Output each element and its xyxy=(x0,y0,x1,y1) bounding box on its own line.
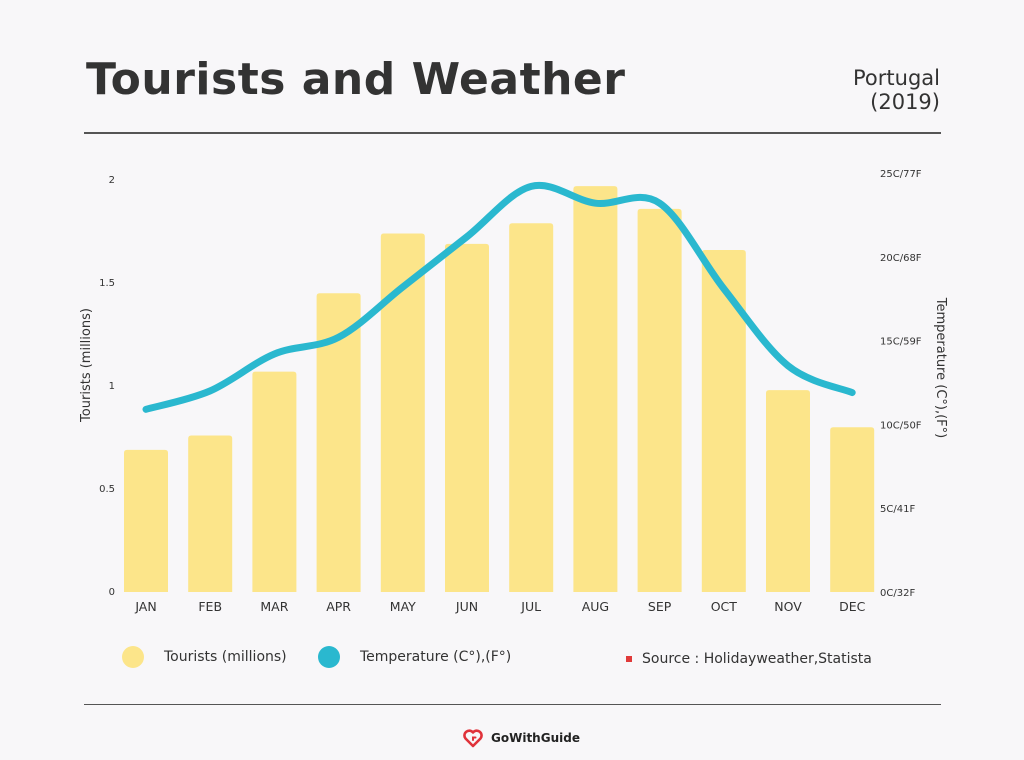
source-bullet-icon xyxy=(626,656,632,662)
temperature-swatch-icon xyxy=(318,646,340,668)
legend-item-tourists: Tourists (millions) xyxy=(122,646,287,668)
region-label: Portugal (2019) xyxy=(853,66,940,114)
brand-name: GoWithGuide xyxy=(491,731,580,745)
legend-label-tourists: Tourists (millions) xyxy=(164,649,287,665)
bar-aug xyxy=(573,186,618,592)
bar-jul xyxy=(509,223,554,592)
bottom-divider xyxy=(84,704,941,705)
y2-tick-label: 5C/41F xyxy=(880,504,915,515)
y2-axis-label: Temperature (C°),(F°) xyxy=(933,297,948,438)
y-tick-label: 2 xyxy=(109,175,115,186)
y2-tick-label: 20C/68F xyxy=(880,253,922,264)
x-tick-aug: AUG xyxy=(582,599,609,614)
temperature-line xyxy=(142,181,856,413)
y-axis-label: Tourists (millions) xyxy=(79,308,94,423)
y2-tick-label: 0C/32F xyxy=(880,588,915,599)
bar-jan xyxy=(124,449,168,592)
y2-tick-label: 25C/77F xyxy=(880,169,922,180)
region-country: Portugal xyxy=(853,66,940,90)
bar-apr xyxy=(316,293,361,592)
bar-jun xyxy=(445,243,489,593)
x-tick-apr: APR xyxy=(326,599,351,614)
tourists-swatch-icon xyxy=(122,646,144,668)
bar-nov xyxy=(766,390,810,592)
bar-mar xyxy=(252,371,297,592)
bar-may xyxy=(380,233,425,592)
combo-chart: JAN FEB MAR APR MAY JUN JUL AUG SEP OCT NOV DEC 0 0.… xyxy=(79,169,948,614)
legend-item-temperature: Temperature (C°),(F°) xyxy=(318,646,511,668)
x-tick-oct: OCT xyxy=(711,599,738,614)
top-divider xyxy=(84,132,941,134)
bar-sep xyxy=(637,208,682,592)
x-tick-sep: SEP xyxy=(648,599,672,614)
y2-tick-label: 10C/50F xyxy=(880,420,922,431)
x-tick-mar: MAR xyxy=(260,599,288,614)
source-note: Source : Holidayweather,Statista xyxy=(626,651,872,667)
x-tick-jan: JAN xyxy=(134,599,156,614)
gowithguide-logo-icon xyxy=(463,729,483,748)
bar-oct xyxy=(701,250,746,593)
y2-tick-label: 15C/59F xyxy=(880,337,922,348)
legend-label-temperature: Temperature (C°),(F°) xyxy=(360,649,512,665)
bar-dec xyxy=(830,427,875,592)
x-tick-jul: JUL xyxy=(520,599,541,614)
x-tick-jun: JUN xyxy=(455,599,478,614)
y-tick-label: 0 xyxy=(109,587,115,598)
source-label: Source : Holidayweather,Statista xyxy=(642,651,872,667)
region-year: (2019) xyxy=(870,90,940,114)
chart-title: Tourists and Weather xyxy=(86,54,626,105)
brand-logo: GoWithGuide xyxy=(463,728,580,748)
y-tick-label: 1.5 xyxy=(99,278,115,289)
x-tick-dec: DEC xyxy=(839,599,866,614)
x-tick-nov: NOV xyxy=(774,599,802,614)
x-tick-may: MAY xyxy=(390,599,416,614)
y-tick-label: 1 xyxy=(109,381,115,392)
x-tick-feb: FEB xyxy=(198,599,222,614)
y-tick-label: 0.5 xyxy=(99,484,115,495)
bar-feb xyxy=(188,435,233,592)
